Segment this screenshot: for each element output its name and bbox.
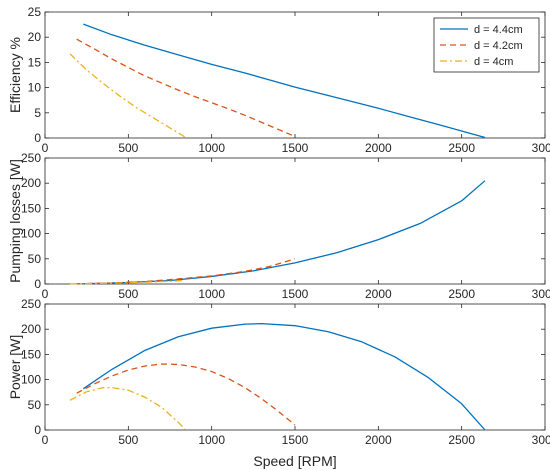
y-tick-label: 10 (28, 81, 42, 95)
x-tick-label: 1500 (282, 287, 309, 301)
x-tick-label: 0 (42, 141, 49, 155)
x-tick-label: 1000 (198, 141, 225, 155)
x-tick-label: 500 (118, 141, 138, 155)
plot-area-frame (44, 157, 546, 285)
y-tick-label: 200 (21, 322, 41, 336)
x-tick-label: 500 (118, 287, 138, 301)
y-tick-label: 50 (28, 252, 42, 266)
x-tick-label: 2000 (365, 287, 392, 301)
y-tick-label: 20 (28, 30, 42, 44)
y-tick-label: 5 (34, 106, 41, 120)
plot-area-frame (44, 303, 546, 431)
x-axis-label: Speed [RPM] (253, 453, 336, 469)
x-tick-label: 0 (42, 287, 49, 301)
y-tick-label: 150 (21, 201, 41, 215)
y-tick-label: 100 (21, 373, 41, 387)
x-tick-label: 2500 (448, 141, 475, 155)
x-tick-label: 500 (118, 433, 138, 447)
y-tick-label: 15 (28, 55, 42, 69)
series-line-d-4cm (69, 53, 186, 138)
legend-entry: d = 4.4cm (474, 24, 523, 36)
y-tick-label: 250 (21, 297, 41, 311)
y-tick-label: 25 (28, 5, 42, 19)
y-tick-label: 0 (34, 423, 41, 437)
x-tick-label: 2000 (365, 141, 392, 155)
x-tick-label: 1000 (198, 433, 225, 447)
x-tick-label: 0 (42, 433, 49, 447)
x-tick-label: 2500 (448, 433, 475, 447)
series-line-d-4-4cm (83, 23, 486, 139)
legend-entry: d = 4cm (474, 56, 513, 68)
y-tick-label: 200 (21, 176, 41, 190)
x-tick-label: 1000 (198, 287, 225, 301)
series-line-d-4-2cm (76, 363, 296, 426)
series-line-d-4cm (69, 387, 186, 430)
series-line-d-4-2cm (76, 38, 296, 138)
series-line-d-4-4cm (82, 323, 486, 431)
series-line-d-4cm (69, 279, 186, 285)
y-tick-label: 250 (21, 151, 41, 165)
x-tick-label: 1500 (282, 433, 309, 447)
legend: d = 4.4cm d = 4.2cm d = 4cm (433, 17, 540, 73)
y-tick-label: 50 (28, 398, 42, 412)
y-tick-label: 100 (21, 227, 41, 241)
x-tick-label: 2500 (448, 287, 475, 301)
y-axis-label: Power [W] (7, 335, 23, 400)
x-tick-label: 2000 (365, 433, 392, 447)
x-tick-label: 1500 (282, 141, 309, 155)
y-axis-label: Efficiency % (7, 37, 23, 113)
y-axis-label: Pumping losses [W] (7, 159, 23, 283)
legend-entry: d = 4.2cm (474, 40, 523, 52)
y-tick-label: 0 (34, 277, 41, 291)
y-tick-label: 0 (34, 131, 41, 145)
y-tick-label: 150 (21, 347, 41, 361)
